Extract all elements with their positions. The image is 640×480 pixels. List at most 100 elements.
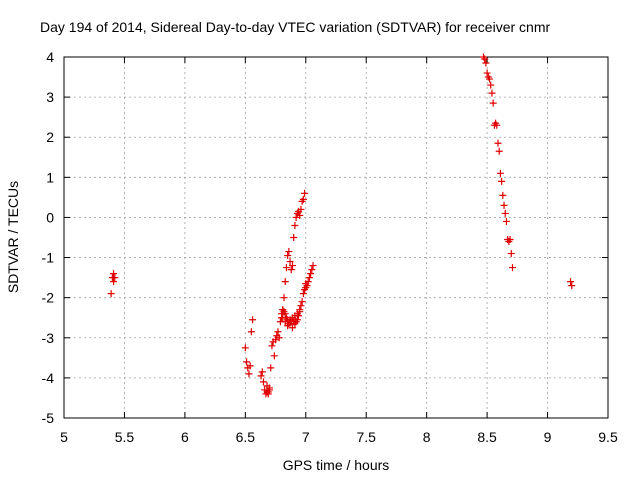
data-point xyxy=(291,221,299,229)
data-point xyxy=(247,328,255,336)
data-point xyxy=(288,324,296,332)
data-point xyxy=(501,209,509,217)
data-point xyxy=(292,213,300,221)
data-points xyxy=(107,53,576,398)
data-point xyxy=(290,234,298,241)
data-point xyxy=(508,264,516,272)
data-point xyxy=(284,252,292,260)
data-point xyxy=(495,147,503,155)
data-point xyxy=(287,266,295,274)
x-tick-label: 7.5 xyxy=(356,429,376,445)
data-point xyxy=(489,99,497,107)
data-point xyxy=(493,121,501,129)
y-tick-label: -5 xyxy=(42,410,55,426)
data-point xyxy=(309,262,317,270)
data-point xyxy=(267,364,275,372)
data-point xyxy=(293,310,301,318)
data-point xyxy=(494,139,502,147)
data-point xyxy=(299,195,307,203)
data-point xyxy=(483,69,491,77)
x-tick-label: 9 xyxy=(544,429,552,445)
x-axis-label: GPS time / hours xyxy=(283,457,390,473)
data-point xyxy=(280,294,288,302)
data-point xyxy=(293,316,301,324)
data-point xyxy=(110,278,118,286)
y-tick-label: 0 xyxy=(46,209,54,225)
x-tick-label: 6.5 xyxy=(236,429,256,445)
data-point xyxy=(268,342,276,350)
chart-title: Day 194 of 2014, Sidereal Day-to-day VTE… xyxy=(40,19,550,35)
data-point xyxy=(270,352,278,360)
data-point xyxy=(299,290,307,298)
x-tick-label: 6 xyxy=(181,429,189,445)
data-point xyxy=(496,169,504,177)
data-point xyxy=(486,75,494,83)
data-point xyxy=(107,290,115,298)
data-point xyxy=(488,89,496,97)
data-point xyxy=(243,358,251,366)
data-point xyxy=(274,328,282,336)
y-tick-label: -4 xyxy=(42,370,55,386)
y-tick-label: -3 xyxy=(42,330,55,346)
data-point xyxy=(286,318,294,326)
y-tick-label: 1 xyxy=(46,169,54,185)
data-point xyxy=(288,262,296,270)
x-tick-label: 8 xyxy=(423,429,431,445)
x-tick-label: 8.5 xyxy=(477,429,497,445)
y-tick-label: 2 xyxy=(46,129,54,145)
data-point xyxy=(301,189,309,197)
y-tick-label: 3 xyxy=(46,89,54,105)
data-point xyxy=(507,250,515,258)
data-point xyxy=(498,177,506,185)
x-tick-label: 5 xyxy=(60,429,68,445)
data-point xyxy=(567,278,575,286)
data-point xyxy=(257,372,265,380)
data-point xyxy=(281,278,289,286)
data-point xyxy=(482,59,490,67)
data-point xyxy=(281,310,289,318)
data-point xyxy=(506,236,514,244)
data-point xyxy=(279,306,287,314)
data-point xyxy=(302,284,310,292)
data-point xyxy=(305,274,313,282)
data-point xyxy=(275,334,283,342)
data-point xyxy=(502,217,510,225)
x-tick-labels: 5 5.5 6 6.5 7 7.5 8 8.5 9 9.5 xyxy=(60,429,618,445)
x-tick-label: 7 xyxy=(302,429,310,445)
x-tick-label: 5.5 xyxy=(115,429,135,445)
data-point xyxy=(245,370,253,378)
y-tick-label: -2 xyxy=(42,290,55,306)
data-point xyxy=(568,282,576,290)
data-point xyxy=(259,378,267,386)
data-point xyxy=(499,191,507,199)
data-point xyxy=(296,211,304,219)
data-point xyxy=(285,248,293,256)
y-tick-label: -1 xyxy=(42,250,55,266)
data-point xyxy=(308,266,316,274)
data-point xyxy=(111,274,119,282)
plot-frame xyxy=(63,56,609,419)
data-point xyxy=(246,362,254,370)
axis-ticks xyxy=(63,56,609,419)
grid-lines xyxy=(64,57,608,418)
data-point xyxy=(487,81,495,89)
data-point xyxy=(304,278,312,286)
data-point xyxy=(241,344,249,352)
data-point xyxy=(296,306,304,314)
y-tick-label: 4 xyxy=(46,49,54,65)
data-point xyxy=(298,298,306,306)
data-point xyxy=(500,201,508,209)
x-tick-label: 9.5 xyxy=(598,429,618,445)
data-point xyxy=(282,264,290,272)
data-point xyxy=(110,270,118,278)
y-axis-label: SDTVAR / TECUs xyxy=(5,181,21,293)
data-point xyxy=(307,270,315,278)
y-tick-labels: -5 -4 -3 -2 -1 0 1 2 3 4 xyxy=(42,49,55,426)
data-point xyxy=(266,386,274,394)
data-point xyxy=(297,205,305,213)
data-point xyxy=(286,258,294,266)
data-point xyxy=(297,302,305,310)
data-point xyxy=(249,316,257,324)
data-point xyxy=(272,336,280,344)
